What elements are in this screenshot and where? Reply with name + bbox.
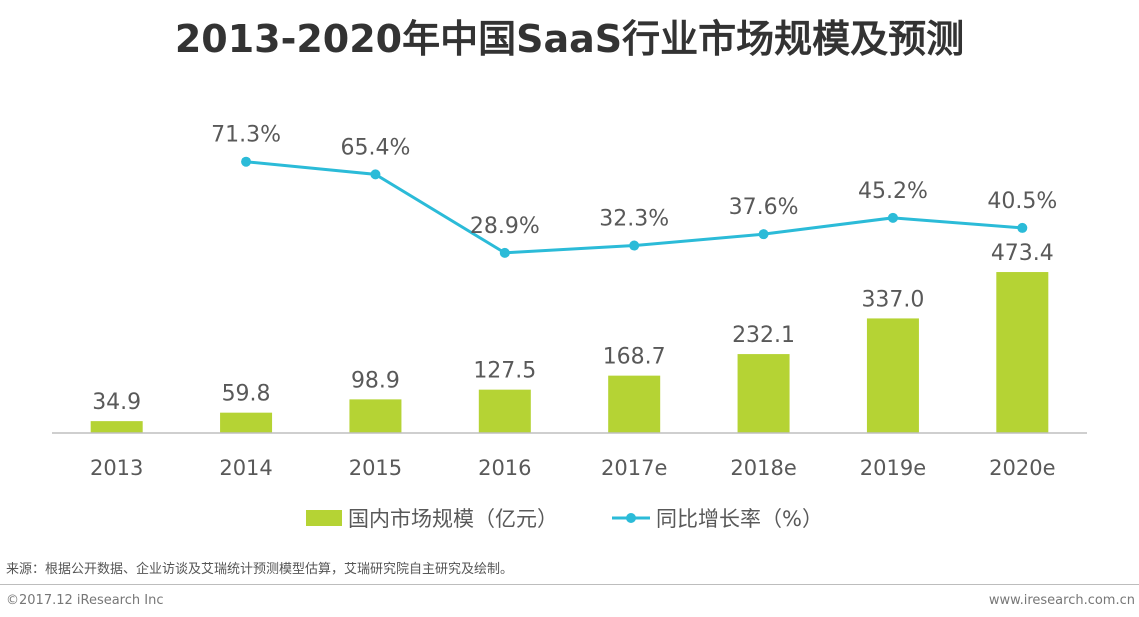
x-tick-label-2014: 2014 xyxy=(219,456,272,480)
footer-copyright: ©2017.12 iResearch Inc xyxy=(6,593,164,608)
bar-label-2020e: 473.4 xyxy=(991,241,1054,266)
growth-point-2017e xyxy=(629,240,640,251)
chart-canvas: 34.9 59.8 98.9 127.5 168.7 232.1 337.0 473.4 201… xyxy=(52,123,1087,531)
growth-label-2019e: 45.2% xyxy=(858,179,928,204)
bar-2016 xyxy=(478,389,531,433)
footer-source: 来源：根据公开数据、企业访谈及艾瑞统计预测模型估算，艾瑞研究院自主研究及绘制。 xyxy=(6,562,514,577)
growth-label-2017e: 32.3% xyxy=(599,207,669,232)
bar-label-2019e: 337.0 xyxy=(861,287,924,312)
growth-point-2019e xyxy=(887,212,898,223)
bar-label-2017e: 168.7 xyxy=(603,345,666,370)
bar-2020e xyxy=(996,272,1049,433)
x-tick-label-2018e: 2018e xyxy=(730,456,796,480)
growth-point-2016 xyxy=(499,247,510,258)
growth-point-2014 xyxy=(241,156,252,167)
x-tick-label-2017e: 2017e xyxy=(601,456,667,480)
legend-line-label: 同比增长率（%） xyxy=(656,507,823,531)
growth-label-2014: 71.3% xyxy=(211,123,281,148)
legend-bar-swatch xyxy=(306,510,342,526)
bar-2017e xyxy=(608,375,661,433)
bar-label-2015: 98.9 xyxy=(351,368,400,393)
bar-label-2016: 127.5 xyxy=(473,359,536,384)
legend-bar-label: 国内市场规模（亿元） xyxy=(348,507,558,531)
x-tick-label-2013: 2013 xyxy=(90,456,143,480)
growth-point-2018e xyxy=(758,229,769,240)
growth-label-2016: 28.9% xyxy=(470,214,540,239)
bar-2018e xyxy=(737,354,790,433)
bar-2014 xyxy=(220,412,273,433)
x-tick-label-2015: 2015 xyxy=(349,456,402,480)
footer-url: www.iresearch.com.cn xyxy=(988,593,1135,608)
x-tick-label-2019e: 2019e xyxy=(860,456,926,480)
growth-point-2015 xyxy=(370,169,381,180)
x-tick-label-2016: 2016 xyxy=(478,456,531,480)
chart-title: 2013-2020年中国SaaS行业市场规模及预测 xyxy=(174,17,965,61)
footer-divider xyxy=(0,584,1139,585)
bar-label-2013: 34.9 xyxy=(92,390,141,415)
x-tick-label-2020e: 2020e xyxy=(989,456,1055,480)
growth-label-2018e: 37.6% xyxy=(729,195,799,220)
bar-2013 xyxy=(90,421,143,433)
growth-point-2020e xyxy=(1017,222,1028,233)
bar-label-2014: 59.8 xyxy=(222,382,271,407)
growth-label-2020e: 40.5% xyxy=(987,189,1057,214)
legend-line-marker xyxy=(626,513,636,523)
growth-label-2015: 65.4% xyxy=(340,135,410,160)
bar-label-2018e: 232.1 xyxy=(732,323,795,348)
bar-2015 xyxy=(349,399,402,433)
bar-2019e xyxy=(866,318,919,433)
